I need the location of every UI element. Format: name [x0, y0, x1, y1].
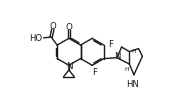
- Text: HN: HN: [126, 79, 139, 88]
- Text: O: O: [49, 22, 56, 31]
- Text: H: H: [131, 48, 135, 53]
- Text: N: N: [114, 52, 120, 60]
- Text: N: N: [66, 61, 72, 70]
- Text: F: F: [92, 67, 97, 76]
- Text: F: F: [108, 40, 113, 49]
- Text: O: O: [65, 22, 72, 31]
- Text: H: H: [125, 67, 129, 71]
- Text: HO: HO: [29, 34, 42, 43]
